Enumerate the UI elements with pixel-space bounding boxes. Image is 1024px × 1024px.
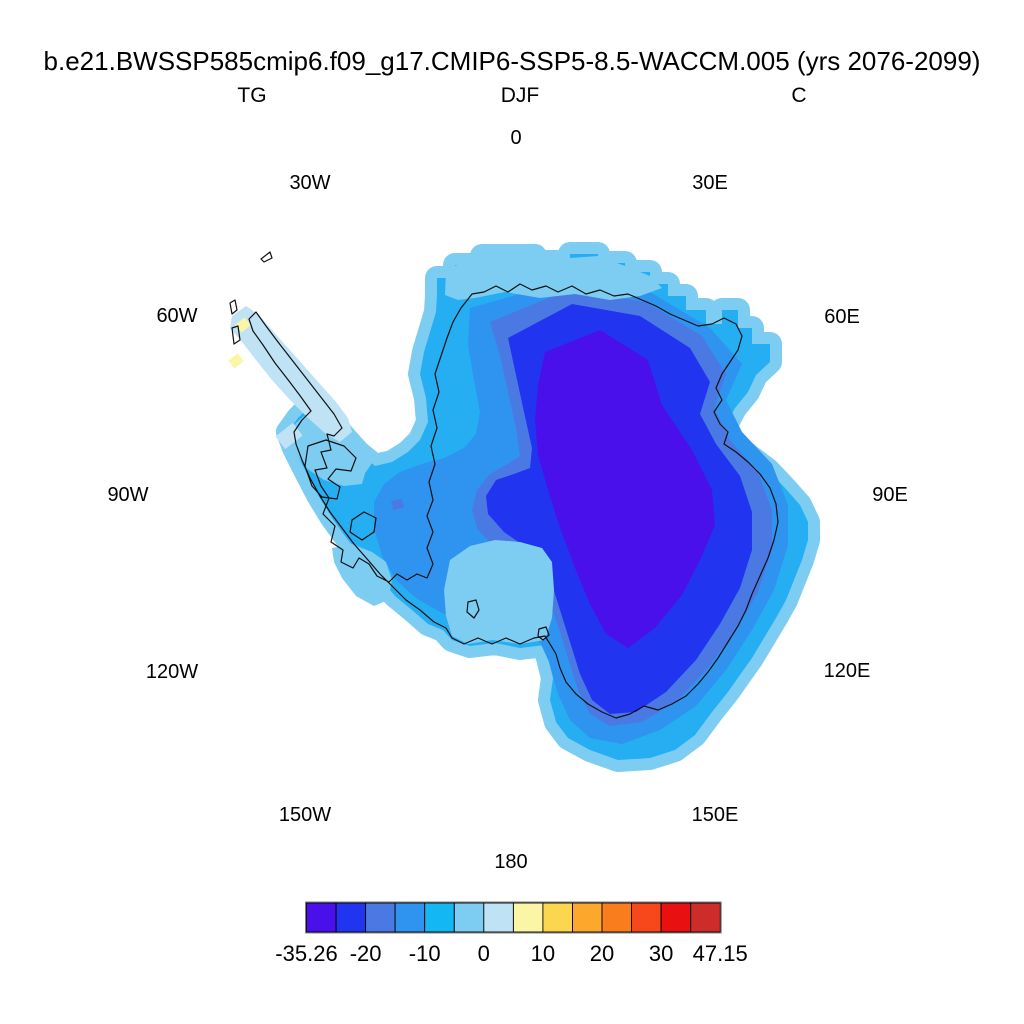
- colorbar-legend: -35.26 -20 -10 0 10 20 30 47.15: [275, 901, 748, 966]
- colorbar-segment-4: [424, 902, 455, 933]
- subtitle-variable: TG: [237, 84, 266, 107]
- fill-patch-coast-north-sky: [445, 256, 662, 300]
- colorbar-segment-3: [394, 902, 426, 933]
- coastline-path: [229, 251, 779, 719]
- colorbar-segment-1: [335, 902, 367, 933]
- colorbar-tick-label--20: -20: [350, 941, 382, 966]
- colorbar-segment-5: [453, 902, 485, 933]
- colorbar-tick-label-20: 20: [590, 941, 614, 966]
- meridian-label-90e: 90E: [872, 484, 908, 506]
- meridian-label-30e: 30E: [692, 172, 728, 194]
- meridian-label-60e: 60E: [824, 306, 860, 328]
- colorbar-segment-8: [542, 902, 573, 933]
- plot-title: b.e21.BWSSP585cmip6.f09_g17.CMIP6-SSP5-8…: [44, 46, 981, 76]
- subtitle-season: DJF: [501, 84, 540, 107]
- meridian-label-150e: 150E: [692, 804, 739, 826]
- colorbar-tick-label-10: 10: [531, 941, 555, 966]
- antarctica-map: [228, 242, 820, 772]
- meridian-label-60w: 60W: [156, 305, 197, 327]
- colorbar-segment-13: [690, 902, 721, 933]
- fill-yellow-cell-2: [228, 353, 244, 369]
- fill-patch-ross-sky: [444, 540, 554, 644]
- colorbar-segment-0: [306, 902, 337, 933]
- meridian-label-120e: 120E: [824, 660, 871, 682]
- meridian-label-0: 0: [510, 127, 521, 149]
- colorbar-segment-11: [631, 902, 662, 933]
- colorbar-tick-label--35.26: -35.26: [275, 941, 337, 966]
- fill-peninsula-sky-strip: [340, 432, 374, 472]
- colorbar-tick-label--10: -10: [409, 941, 441, 966]
- colorbar-segment-10: [601, 902, 633, 933]
- meridian-label-150w: 150W: [279, 804, 331, 826]
- meridian-label-120w: 120W: [146, 661, 198, 683]
- colorbar-segment-2: [365, 902, 396, 933]
- fill-yellow-cell-1: [235, 317, 251, 333]
- meridian-label-180: 180: [494, 851, 527, 873]
- fill-patch-westcoast-sky: [332, 544, 392, 606]
- colorbar-segment-7: [512, 902, 544, 933]
- fill-level-violet-core: [535, 330, 715, 648]
- fill-cornflower-cell-west: [391, 498, 405, 511]
- meridian-label-90w: 90W: [107, 484, 148, 506]
- colorbar-segment-9: [572, 902, 603, 933]
- fill-peninsula-pale: [230, 306, 352, 442]
- colorbar-segment-6: [483, 902, 514, 933]
- meridian-label-30w: 30W: [289, 172, 330, 194]
- colorbar-tick-label-47.15: 47.15: [693, 941, 748, 966]
- colorbar-tick-label-30: 30: [649, 941, 673, 966]
- colorbar-tick-label-0: 0: [478, 941, 490, 966]
- meridian-label-ring: 0 30W 30E 60W 60E 90W 90E 120W 120E 150W 150E 180: [107, 127, 907, 873]
- colorbar-segment-12: [660, 902, 692, 933]
- subtitle-units: C: [791, 84, 806, 107]
- colorbar-frame: [305, 901, 722, 934]
